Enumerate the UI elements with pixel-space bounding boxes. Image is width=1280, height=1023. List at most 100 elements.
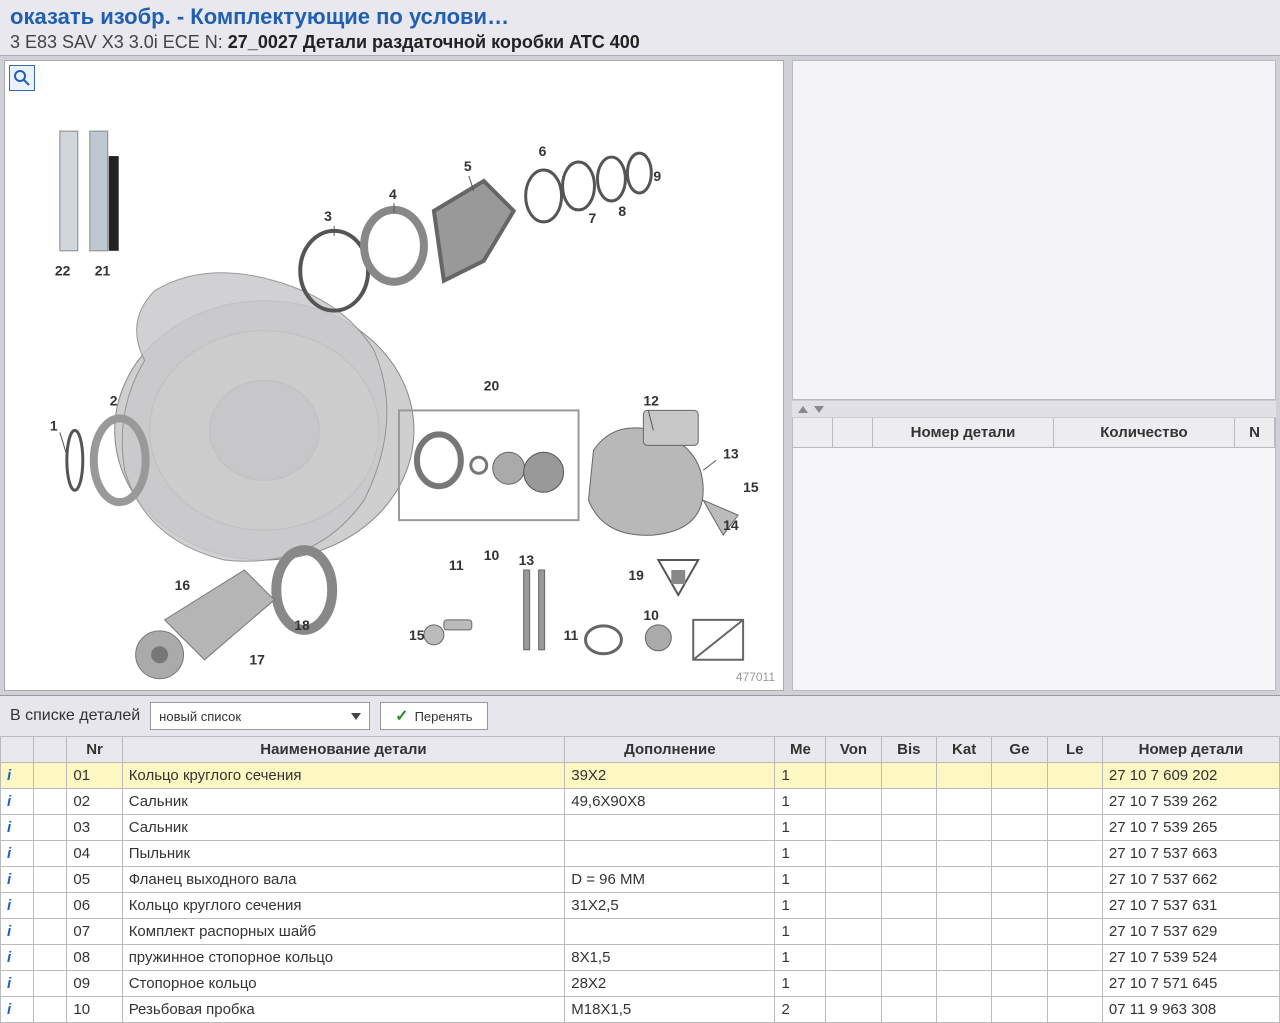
col-name[interactable]: Наименование детали (122, 737, 565, 763)
cell-ge (992, 763, 1047, 789)
vehicle-info: 3 E83 SAV X3 3.0i ECE N: 27_0027 Детали … (10, 30, 1270, 53)
svg-text:22: 22 (55, 263, 71, 279)
table-row[interactable]: i02Сальник49,6X90X8127 10 7 539 262 (1, 789, 1280, 815)
svg-text:9: 9 (653, 168, 661, 184)
cell-le (1047, 893, 1102, 919)
cell-add (565, 919, 775, 945)
cell-von (826, 945, 881, 971)
cell-name: Сальник (122, 789, 565, 815)
cell-kat (936, 893, 991, 919)
info-icon[interactable]: i (1, 945, 34, 971)
cell-von (826, 867, 881, 893)
cell-bis (881, 997, 936, 1023)
cell-me: 1 (775, 919, 826, 945)
cell-kat (936, 841, 991, 867)
svg-text:11: 11 (564, 627, 579, 643)
svg-text:3: 3 (324, 208, 332, 224)
col-ge[interactable]: Ge (992, 737, 1047, 763)
col-spacer[interactable] (34, 737, 67, 763)
col-add[interactable]: Дополнение (565, 737, 775, 763)
cell-me: 1 (775, 763, 826, 789)
right-splitter[interactable] (792, 400, 1276, 418)
col-info[interactable] (1, 737, 34, 763)
svg-text:15: 15 (743, 479, 759, 495)
cell-nr: 04 (67, 841, 122, 867)
cell-kat (936, 945, 991, 971)
cell-von (826, 971, 881, 997)
cell-le (1047, 763, 1102, 789)
table-row[interactable]: i10Резьбовая пробкаM18X1,5207 11 9 963 3… (1, 997, 1280, 1023)
cell-name: Фланец выходного вала (122, 867, 565, 893)
cell-add (565, 815, 775, 841)
cell-me: 1 (775, 815, 826, 841)
diagram-panel: 1 2 3 4 5 6 7 8 9 10 11 12 13 14 15 16 1 (4, 60, 784, 691)
info-icon[interactable]: i (1, 815, 34, 841)
info-icon[interactable]: i (1, 997, 34, 1023)
rt-col-n[interactable]: N (1235, 418, 1275, 447)
col-von[interactable]: Von (826, 737, 881, 763)
svg-text:11: 11 (449, 557, 464, 573)
cell-spacer (34, 919, 67, 945)
col-part[interactable]: Номер детали (1102, 737, 1279, 763)
parts-list-panel: В списке деталей новый список ✓ Перенять… (0, 695, 1280, 1023)
info-icon[interactable]: i (1, 867, 34, 893)
cell-von (826, 763, 881, 789)
col-le[interactable]: Le (1047, 737, 1102, 763)
cell-ge (992, 893, 1047, 919)
cell-ge (992, 919, 1047, 945)
info-icon[interactable]: i (1, 841, 34, 867)
in-list-label: В списке деталей (10, 707, 140, 725)
svg-text:12: 12 (643, 392, 659, 408)
cell-me: 1 (775, 893, 826, 919)
info-icon[interactable]: i (1, 763, 34, 789)
cell-add: 49,6X90X8 (565, 789, 775, 815)
cell-part: 27 10 7 539 265 (1102, 815, 1279, 841)
cell-part: 27 10 7 537 631 (1102, 893, 1279, 919)
cell-le (1047, 841, 1102, 867)
svg-text:18: 18 (294, 617, 310, 633)
cell-add: 31X2,5 (565, 893, 775, 919)
rt-col-blank2[interactable] (833, 418, 873, 447)
table-row[interactable]: i01Кольцо круглого сечения39X2127 10 7 6… (1, 763, 1280, 789)
rt-col-partno[interactable]: Номер детали (873, 418, 1054, 447)
table-row[interactable]: i09Стопорное кольцо28X2127 10 7 571 645 (1, 971, 1280, 997)
cell-bis (881, 867, 936, 893)
cell-nr: 10 (67, 997, 122, 1023)
rt-col-blank1[interactable] (793, 418, 833, 447)
col-bis[interactable]: Bis (881, 737, 936, 763)
cell-le (1047, 997, 1102, 1023)
cell-kat (936, 763, 991, 789)
table-row[interactable]: i04Пыльник127 10 7 537 663 (1, 841, 1280, 867)
cell-von (826, 841, 881, 867)
table-row[interactable]: i07Комплект распорных шайб127 10 7 537 6… (1, 919, 1280, 945)
list-select-value: новый список (159, 709, 241, 724)
cell-kat (936, 789, 991, 815)
page-header: оказать изобр. - Комплектующие по услови… (0, 0, 1280, 55)
cell-me: 1 (775, 945, 826, 971)
info-icon[interactable]: i (1, 919, 34, 945)
col-me[interactable]: Me (775, 737, 826, 763)
svg-text:5: 5 (464, 158, 472, 174)
svg-text:14: 14 (723, 517, 739, 533)
col-kat[interactable]: Kat (936, 737, 991, 763)
table-row[interactable]: i08пружинное стопорное кольцо8X1,5127 10… (1, 945, 1280, 971)
cell-le (1047, 789, 1102, 815)
cell-name: Кольцо круглого сечения (122, 893, 565, 919)
info-icon[interactable]: i (1, 971, 34, 997)
rt-col-qty[interactable]: Количество (1054, 418, 1235, 447)
col-nr[interactable]: Nr (67, 737, 122, 763)
exploded-diagram[interactable]: 1 2 3 4 5 6 7 8 9 10 11 12 13 14 15 16 1 (5, 61, 783, 690)
cell-add: D = 96 MM (565, 867, 775, 893)
svg-text:17: 17 (249, 652, 265, 668)
cell-nr: 02 (67, 789, 122, 815)
triangle-down-icon (814, 406, 824, 413)
list-select[interactable]: новый список (150, 702, 370, 730)
table-row[interactable]: i03Сальник127 10 7 539 265 (1, 815, 1280, 841)
info-icon[interactable]: i (1, 893, 34, 919)
table-row[interactable]: i06Кольцо круглого сечения31X2,5127 10 7… (1, 893, 1280, 919)
info-icon[interactable]: i (1, 789, 34, 815)
right-empty-area (792, 60, 1276, 400)
main-split: 1 2 3 4 5 6 7 8 9 10 11 12 13 14 15 16 1 (0, 55, 1280, 695)
table-row[interactable]: i05Фланец выходного валаD = 96 MM127 10 … (1, 867, 1280, 893)
apply-button[interactable]: ✓ Перенять (380, 702, 487, 730)
